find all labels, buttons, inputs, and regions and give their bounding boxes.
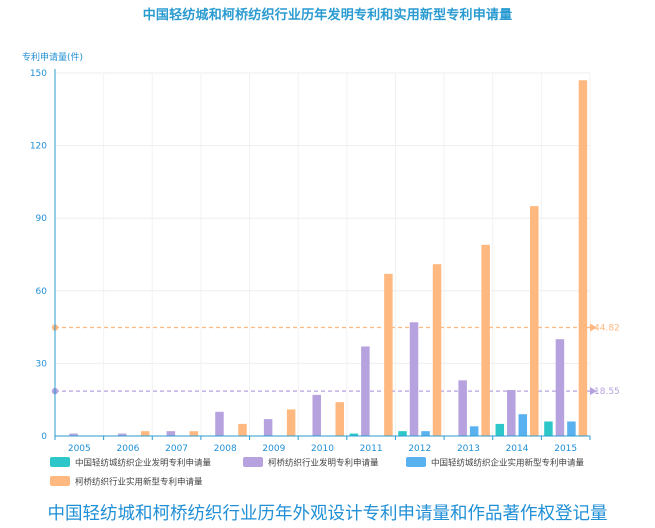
legend-label: 柯桥纺织行业发明专利申请量 — [268, 458, 379, 469]
y-axis-label: 专利申请量(件) — [22, 51, 83, 63]
bar — [286, 409, 296, 436]
bar — [361, 346, 370, 436]
average-line-arrow — [590, 323, 597, 332]
y-tick-label: 0 — [41, 432, 47, 442]
bar — [238, 423, 247, 436]
legend-label: 柯桥纺织行业实用新型专利申请量 — [75, 477, 203, 488]
bar — [518, 414, 528, 436]
bar — [335, 402, 344, 436]
x-tick-label: 2013 — [457, 444, 480, 454]
bar — [421, 431, 430, 436]
y-tick-label: 150 — [30, 69, 47, 79]
bar — [481, 244, 490, 436]
bar — [312, 394, 321, 436]
x-tick-label: 2005 — [68, 444, 91, 454]
legend-swatch — [50, 476, 70, 486]
bar — [495, 423, 505, 436]
bar — [458, 380, 467, 436]
x-tick-label: 2009 — [262, 444, 285, 454]
bar — [530, 206, 539, 436]
bar — [349, 433, 359, 436]
bar — [215, 411, 224, 436]
y-tick-label: 60 — [36, 287, 48, 297]
bar — [398, 431, 407, 436]
average-line-arrow — [590, 387, 597, 396]
bar — [263, 419, 273, 436]
bottom-heading: 中国轻纺城和柯桥纺织行业历年外观设计专利申请量和作品著作权登记量 — [47, 504, 608, 524]
chart-title: 中国轻纺城和柯桥纺织行业历年发明专利和实用新型专利申请量 — [142, 8, 513, 23]
bar-chart: 专利申请量(件) 44.82 18.55 0 30 60 90 120 150 2005 200… — [22, 51, 620, 488]
legend-swatch — [50, 457, 70, 467]
legend-swatch — [243, 457, 263, 467]
average-line-label: 18.55 — [594, 387, 620, 397]
bar — [166, 431, 176, 436]
bar — [567, 421, 576, 436]
x-tick-label: 2015 — [554, 444, 577, 454]
bar — [555, 339, 565, 436]
bar — [117, 433, 127, 436]
x-tick-label: 2010 — [311, 444, 334, 454]
x-tick-label: 2008 — [214, 444, 237, 454]
x-tick-label: 2011 — [360, 444, 383, 454]
bar — [578, 80, 588, 436]
legend-swatch — [406, 457, 426, 467]
y-tick-label: 120 — [30, 142, 47, 152]
legend-label: 中国轻纺城纺织企业实用新型专利申请量 — [431, 458, 585, 469]
bar — [507, 390, 516, 436]
x-tick-label: 2014 — [506, 444, 529, 454]
bar — [384, 273, 393, 436]
bar — [544, 421, 553, 436]
bar — [432, 264, 442, 436]
y-tick-label: 30 — [36, 359, 48, 369]
bar — [469, 426, 479, 436]
bar — [69, 433, 78, 436]
bar — [189, 431, 199, 436]
x-tick-label: 2006 — [117, 444, 140, 454]
average-line-label: 44.82 — [594, 324, 620, 334]
y-tick-label: 90 — [36, 214, 48, 224]
x-tick-label: 2012 — [408, 444, 431, 454]
bar — [409, 322, 419, 436]
legend-label: 中国轻纺城纺织企业发明专利申请量 — [75, 458, 212, 469]
bar — [140, 431, 150, 436]
x-tick-label: 2007 — [165, 444, 188, 454]
